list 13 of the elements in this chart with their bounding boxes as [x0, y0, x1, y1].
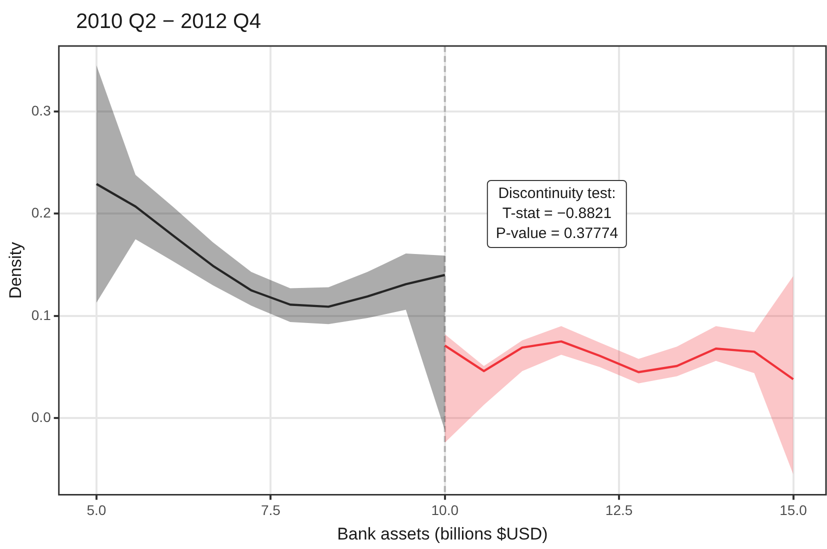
y-tick-label: 0.3 [31, 102, 52, 118]
y-tick-label: 0.0 [31, 408, 52, 425]
y-tick-label: 0.2 [31, 204, 52, 221]
x-tick-label: 12.5 [605, 502, 633, 518]
annotation: Discontinuity test: T-stat = −0.8821 P-value = 0.37774 [486, 180, 628, 248]
x-tick-label: 7.5 [260, 502, 281, 518]
x-tick-label: 10.0 [431, 502, 459, 518]
x-tick-label: 15.0 [780, 502, 808, 518]
chart-title: 2010 Q2 − 2012 Q4 [76, 10, 262, 34]
y-tick-label: 0.1 [31, 306, 52, 323]
y-axis-title: Density [6, 242, 25, 299]
x-axis-title: Bank assets (billions $USD) [337, 524, 548, 544]
x-tick-label: 5.0 [86, 502, 106, 518]
